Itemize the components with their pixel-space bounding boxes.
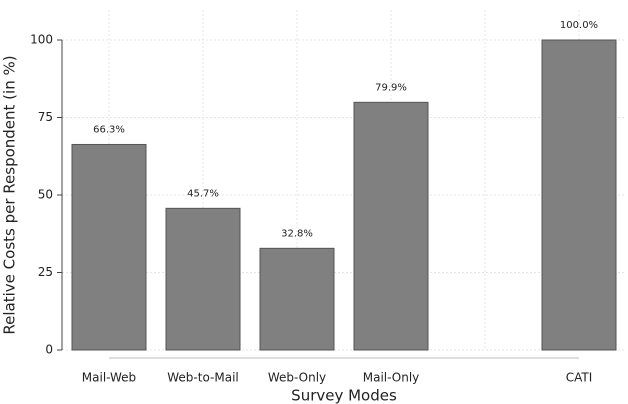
- bar: [541, 39, 617, 351]
- bar: [259, 247, 335, 351]
- y-tick-label: 75: [38, 110, 53, 124]
- x-tick-label: Web-to-Mail: [167, 371, 238, 385]
- y-tick-label: 0: [45, 343, 53, 357]
- y-tick-label: 100: [30, 33, 53, 47]
- value-label: 32.8%: [281, 228, 313, 239]
- x-tick-label: Mail-Only: [363, 371, 420, 385]
- value-label: 79.9%: [375, 82, 407, 93]
- x-tick-label: CATI: [566, 371, 593, 385]
- x-axis-title: Survey Modes: [291, 387, 397, 404]
- y-axis-title: Relative Costs per Respondent (in %): [1, 55, 19, 334]
- bar: [353, 101, 429, 351]
- bar: [71, 143, 147, 351]
- value-label: 66.3%: [93, 124, 125, 135]
- value-label: 100.0%: [560, 20, 598, 31]
- value-label: 45.7%: [187, 188, 219, 199]
- x-tick-label: Web-Only: [268, 371, 326, 385]
- y-tick-label: 50: [38, 188, 53, 202]
- x-tick-label: Mail-Web: [82, 371, 136, 385]
- y-tick-label: 25: [38, 265, 53, 279]
- bar: [165, 207, 241, 351]
